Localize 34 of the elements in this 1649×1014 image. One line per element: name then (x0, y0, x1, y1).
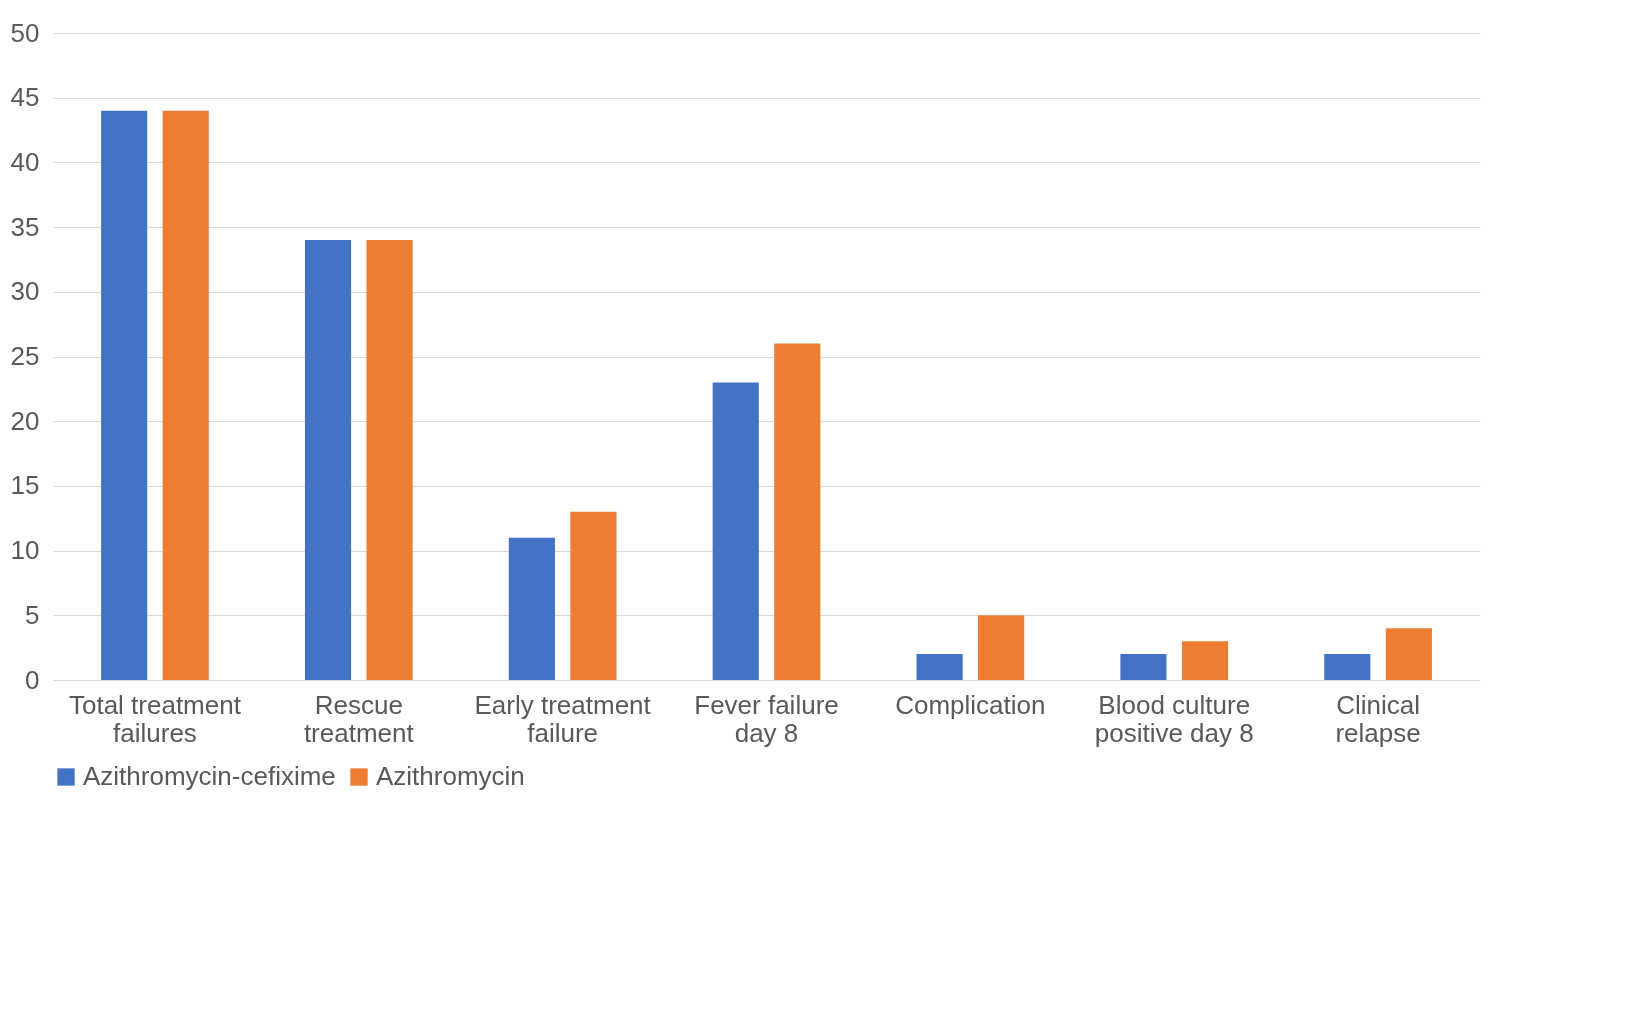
bar (570, 511, 617, 680)
y-tick-label: 25 (10, 341, 40, 371)
x-tick-label: Total treatment failures (68, 689, 242, 748)
x-tick-label: Complication (895, 689, 1046, 720)
bar (712, 382, 759, 680)
y-tick-label: 35 (10, 211, 40, 242)
y-tick-label: 0 (25, 664, 40, 695)
y-tick-label: 10 (10, 535, 40, 566)
bar (916, 654, 963, 680)
y-tick-label: 50 (10, 17, 40, 48)
bar (1385, 628, 1432, 680)
bar (366, 240, 413, 680)
bar (1120, 654, 1167, 680)
x-tick-label: Clinical relapse (1335, 689, 1421, 748)
bar (1324, 654, 1371, 680)
bar (774, 343, 821, 680)
y-tick-label: 40 (10, 146, 40, 177)
x-tick-label: Blood culture positive day 8 (1094, 689, 1254, 748)
bar (162, 110, 209, 680)
x-tick-label: Early treatment failure (474, 689, 652, 748)
bar (1181, 641, 1229, 680)
bar (304, 240, 352, 680)
y-tick-label: 5 (25, 599, 40, 630)
bar (978, 615, 1025, 680)
y-tick-label: 30 (10, 276, 40, 307)
legend-label: Azithromycin-cefixime (83, 761, 336, 791)
x-tick-label: Rescue treatment (303, 689, 415, 748)
y-tick-label: 15 (10, 470, 40, 501)
legend-label: Azithromycin (376, 761, 525, 791)
y-tick-label: 45 (10, 82, 40, 113)
bar (508, 537, 555, 680)
bar (101, 110, 148, 680)
x-tick-label: Fever failure day 8 (694, 689, 839, 748)
y-tick-label: 20 (10, 405, 40, 436)
